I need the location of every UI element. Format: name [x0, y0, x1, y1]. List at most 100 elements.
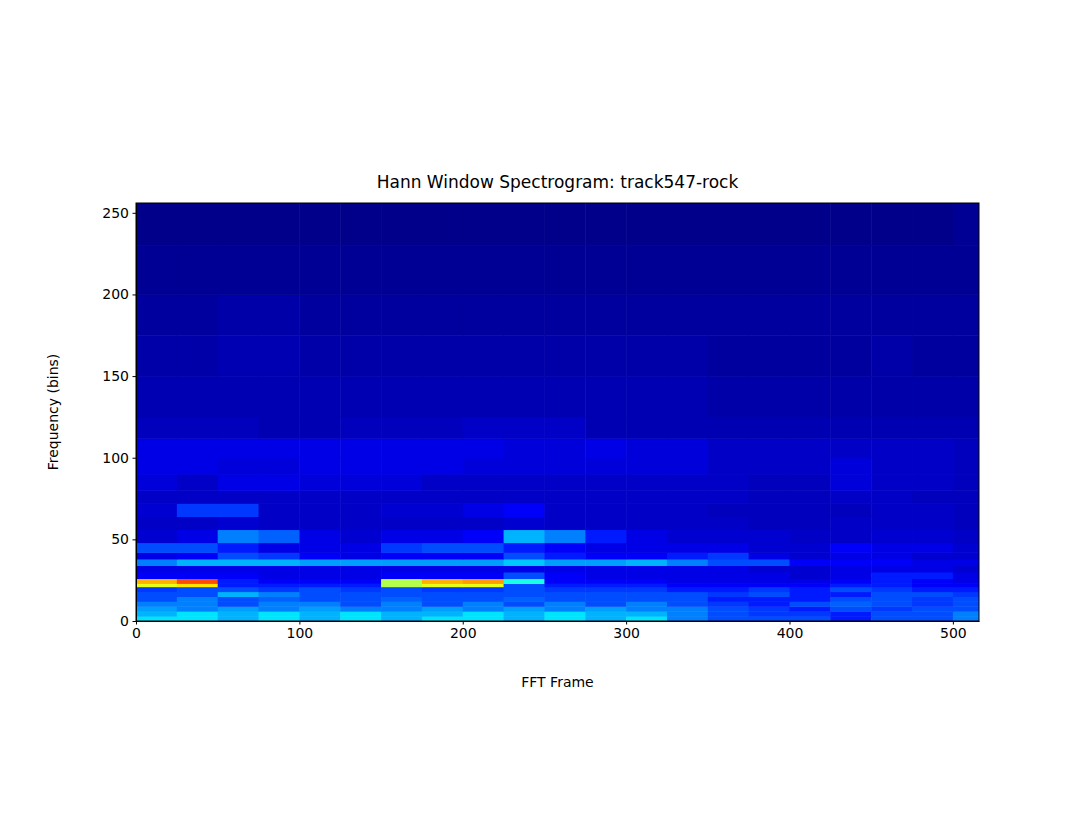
heatmap-cell	[340, 597, 381, 602]
heatmap-cell	[177, 438, 218, 458]
heatmap-cell	[585, 294, 626, 335]
heatmap-cell	[749, 474, 790, 491]
heatmap-cell	[463, 203, 504, 246]
heatmap-cell	[218, 530, 259, 544]
heatmap-cell	[912, 490, 953, 504]
heatmap-cell	[259, 583, 300, 587]
heatmap-cell	[504, 583, 545, 587]
heatmap-cell	[953, 438, 979, 458]
heatmap-cell	[544, 552, 585, 559]
heatmap-cell	[708, 543, 749, 553]
heatmap-cell	[259, 458, 300, 475]
heatmap-cell	[136, 376, 177, 417]
heatmap-cell	[340, 587, 381, 592]
heatmap-cell	[544, 606, 585, 611]
heatmap-cell	[463, 616, 504, 621]
tick-label: 200	[102, 286, 129, 302]
heatmap-cell	[708, 490, 749, 504]
heatmap-cell	[830, 597, 871, 602]
heatmap-cell	[749, 490, 790, 504]
heatmap-cell	[299, 458, 340, 475]
heatmap-cell	[177, 616, 218, 621]
heatmap-cell	[259, 597, 300, 602]
heatmap-cell	[708, 203, 749, 246]
heatmap-cell	[381, 592, 422, 597]
heatmap-cell	[381, 203, 422, 246]
heatmap-cell	[259, 572, 300, 579]
heatmap-cell	[463, 597, 504, 602]
heatmap-cell	[504, 579, 545, 584]
x-axis: 0100200300400500	[132, 621, 979, 641]
heatmap-cell	[789, 203, 830, 246]
heatmap-cell	[177, 294, 218, 335]
heatmap-cell	[504, 543, 545, 553]
heatmap-cell	[504, 376, 545, 417]
heatmap-cell	[177, 203, 218, 246]
heatmap-cell	[871, 503, 912, 517]
heatmap-cell	[259, 376, 300, 417]
heatmap-cell	[749, 559, 790, 566]
heatmap-cell	[953, 583, 979, 587]
heatmap-cell	[259, 606, 300, 611]
tick-label: 150	[102, 368, 129, 384]
heatmap-cell	[299, 616, 340, 621]
heatmap-cell	[177, 606, 218, 611]
heatmap-cell	[953, 503, 979, 517]
heatmap-cell	[708, 565, 749, 572]
heatmap-cell	[912, 611, 953, 616]
heatmap-cell	[381, 530, 422, 544]
heatmap-cell	[299, 203, 340, 246]
heatmap-cell	[830, 543, 871, 553]
heatmap-cell	[218, 503, 259, 517]
heatmap-cell	[953, 601, 979, 606]
heatmap-cell	[422, 474, 463, 491]
heatmap-cell	[626, 517, 667, 531]
heatmap-cell	[585, 597, 626, 602]
heatmap-cell	[504, 517, 545, 531]
heatmap-cell	[299, 597, 340, 602]
heatmap-cell	[218, 583, 259, 587]
heatmap-cell	[708, 579, 749, 584]
heatmap-cell	[544, 579, 585, 584]
heatmap-cell	[544, 611, 585, 616]
heatmap-cell	[585, 203, 626, 246]
heatmap-cell	[340, 559, 381, 566]
heatmap-cell	[544, 490, 585, 504]
heatmap-cell	[912, 517, 953, 531]
heatmap-cell	[626, 611, 667, 616]
heatmap-cell	[626, 503, 667, 517]
heatmap-cell	[299, 474, 340, 491]
heatmap-cell	[789, 601, 830, 606]
heatmap-cell	[789, 583, 830, 587]
heatmap-cell	[463, 543, 504, 553]
heatmap-cell	[830, 490, 871, 504]
heatmap-cells	[136, 203, 979, 621]
heatmap-cell	[953, 592, 979, 597]
heatmap-cell	[953, 294, 979, 335]
heatmap-cell	[504, 417, 545, 439]
tick-mark	[133, 213, 137, 214]
heatmap-cell	[381, 474, 422, 491]
tick-label: 100	[102, 450, 129, 466]
heatmap-cell	[504, 474, 545, 491]
heatmap-cell	[218, 611, 259, 616]
heatmap-cell	[422, 606, 463, 611]
heatmap-cell	[177, 245, 218, 294]
heatmap-cell	[259, 579, 300, 584]
heatmap-cell	[299, 611, 340, 616]
heatmap-cell	[381, 597, 422, 602]
heatmap-cell	[504, 611, 545, 616]
heatmap-cell	[626, 559, 667, 566]
heatmap-cell	[789, 376, 830, 417]
heatmap-cell	[218, 490, 259, 504]
heatmap-cell	[871, 597, 912, 602]
heatmap-cell	[136, 530, 177, 544]
heatmap-cell	[830, 616, 871, 621]
heatmap-cell	[340, 490, 381, 504]
heatmap-cell	[871, 559, 912, 566]
heatmap-cell	[340, 245, 381, 294]
heatmap-cell	[463, 417, 504, 439]
heatmap-cell	[585, 245, 626, 294]
tick: 250	[102, 205, 136, 221]
heatmap-cell	[626, 565, 667, 572]
